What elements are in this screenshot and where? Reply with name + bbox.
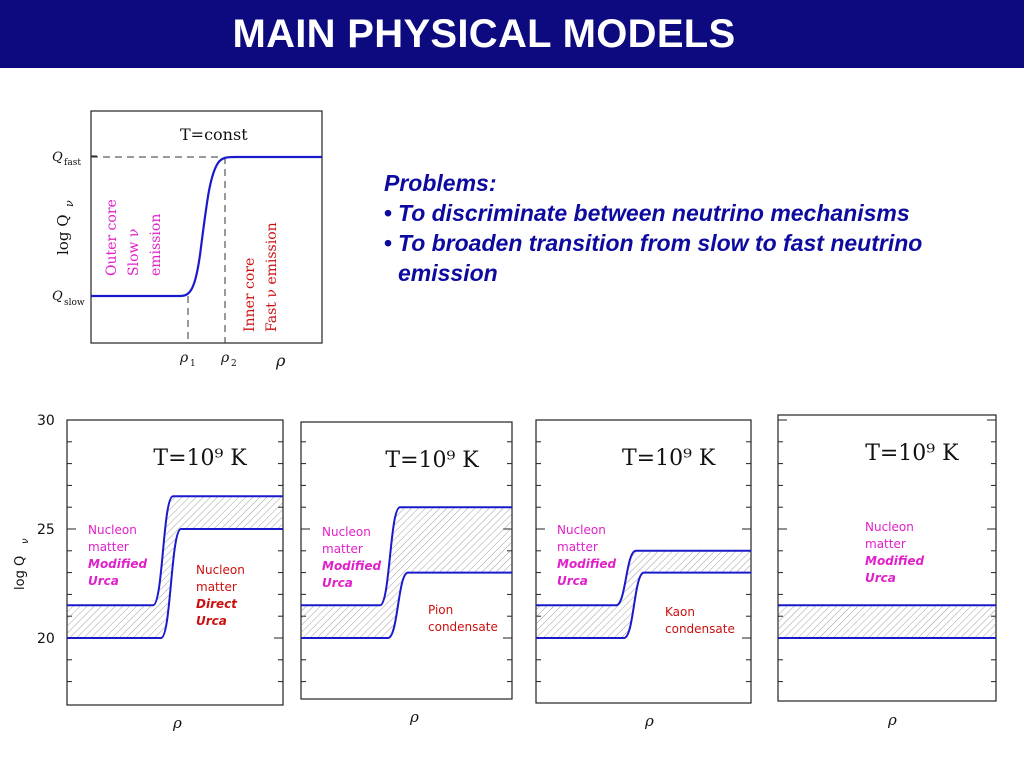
left-label: Modified	[557, 557, 616, 571]
left-label: Nucleon	[865, 520, 914, 534]
schematic-curve	[91, 155, 322, 298]
q-slow-sub: slow	[64, 298, 85, 308]
problem-text: To discriminate between neutrino mechani…	[398, 200, 910, 226]
emission-band	[778, 605, 996, 638]
left-label: Modified	[88, 557, 147, 571]
left-label: Urca	[865, 571, 896, 585]
q-fast-sub: fast	[64, 158, 81, 168]
left-label: Modified	[322, 559, 381, 573]
left-label: matter	[88, 540, 129, 554]
upper-curve	[301, 506, 512, 607]
inner-core-line1: Inner core	[242, 258, 258, 332]
outer-core-line1: Outer core	[104, 199, 120, 276]
left-label: matter	[865, 537, 906, 551]
left-label: Modified	[865, 554, 924, 568]
upper-curve	[536, 549, 751, 607]
panel-ylabel: log Q	[13, 556, 28, 590]
problem-item: • To discriminate between neutrino mecha…	[384, 198, 1004, 228]
bullet-icon: •	[384, 200, 393, 226]
problem-item: • To broaden transition from slow to fas…	[384, 228, 1004, 288]
problems-block: Problems: • To discriminate between neut…	[384, 168, 1004, 288]
right-label: Kaon	[665, 605, 695, 619]
panel-title: T=10⁹ K	[153, 446, 247, 471]
right-label: Nucleon	[196, 563, 245, 577]
schematic-dashes	[91, 156, 226, 343]
panel-frame	[777, 414, 997, 702]
panel-title: T=10⁹ K	[865, 441, 959, 466]
right-label: Urca	[196, 614, 227, 628]
problems-heading: Problems:	[384, 170, 497, 196]
panel-frame	[66, 419, 284, 706]
panel-title: T=10⁹ K	[622, 446, 716, 471]
problem-text: To broaden transition from slow to fast …	[398, 230, 923, 286]
rho2-label: ρ	[220, 350, 230, 366]
rho1-label: ρ	[179, 350, 189, 366]
right-label: condensate	[665, 622, 735, 636]
bullet-icon: •	[384, 230, 393, 256]
outer-core-line3: emission	[148, 214, 164, 276]
panel-xlabel: ρ	[887, 711, 897, 729]
panel-ylabel-sub: ν	[20, 538, 31, 544]
left-label: Nucleon	[322, 525, 371, 539]
model-panel-3: T=10⁹ K ρ Nucleon matter Modified Urca Kaon con…	[535, 419, 752, 730]
rho2-sub: 2	[231, 359, 237, 369]
lower-curve	[301, 571, 512, 639]
right-label: matter	[196, 580, 237, 594]
left-label: matter	[557, 540, 598, 554]
right-label: Direct	[196, 597, 238, 611]
model-panel-2: T=10⁹ K ρ Nucleon matter Modified Urca Pion con…	[300, 421, 513, 726]
slide-title: MAIN PHYSICAL MODELS	[232, 12, 736, 56]
schematic-frame	[90, 110, 323, 344]
panel-xlabel: ρ	[409, 708, 419, 726]
panel-title: T=10⁹ K	[385, 448, 479, 473]
right-label: Pion	[428, 603, 453, 617]
panel-xlabel: ρ	[644, 712, 654, 730]
left-label: Urca	[88, 574, 119, 588]
outer-core-line2: Slow ν	[126, 229, 142, 276]
model-panel-1: T=10⁹ K ρ Nucleon matter Modified Urca Nucleon…	[13, 413, 284, 732]
y-tick-label: 30	[37, 413, 55, 429]
left-label: Nucleon	[88, 523, 137, 537]
y-tick-label: 25	[37, 522, 55, 538]
emission-band	[67, 496, 283, 638]
schematic-xlabel: ρ	[275, 351, 286, 370]
left-label: Urca	[557, 574, 588, 588]
rho1-sub: 1	[190, 359, 196, 369]
upper-curve	[67, 495, 283, 607]
left-label: Urca	[322, 576, 353, 590]
lower-curve	[536, 571, 751, 639]
q-fast-label: Q	[52, 150, 63, 165]
title-banner: MAIN PHYSICAL MODELS	[0, 0, 1024, 68]
left-label: matter	[322, 542, 363, 556]
schematic-title: T=const	[180, 125, 248, 144]
panel-xlabel: ρ	[172, 714, 182, 732]
lower-curve	[67, 528, 283, 639]
left-label: Nucleon	[557, 523, 606, 537]
schematic-ylabel: log Q	[54, 215, 72, 256]
y-tick-label: 20	[37, 631, 55, 647]
schematic-ylabel-sub: ν	[63, 200, 76, 207]
inner-core-line2: Fast ν emission	[264, 222, 280, 332]
right-label: condensate	[428, 620, 498, 634]
model-panel-4: T=10⁹ K ρ Nucleon matter Modified Urca	[777, 414, 997, 729]
q-slow-label: Q	[52, 289, 63, 304]
